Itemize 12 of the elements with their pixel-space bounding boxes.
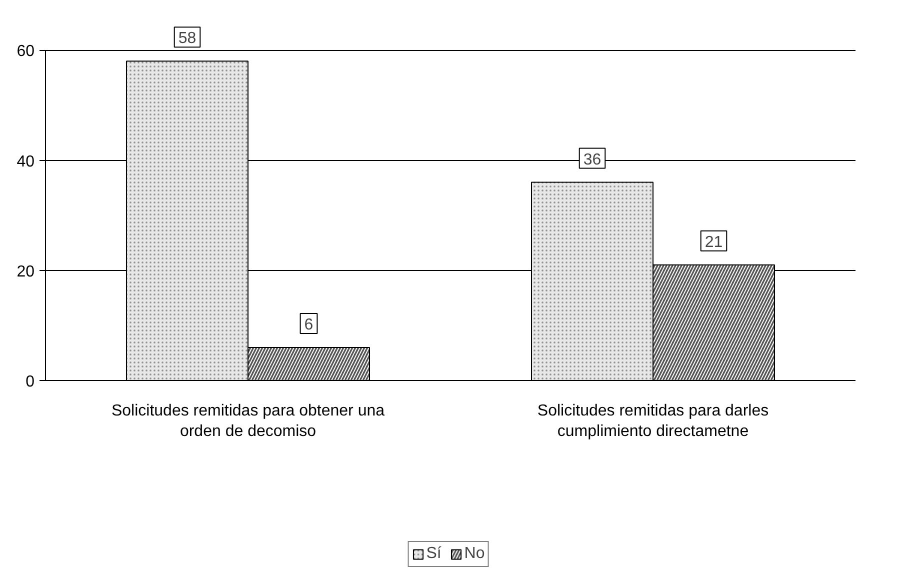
data-label: 21 [704, 234, 723, 251]
data-label: 36 [583, 151, 602, 168]
y-tick-label: 40 [16, 153, 35, 170]
legend-label: Sí [426, 545, 442, 563]
x-tick-label: Solicitudes remitidas para darles cumplimiento directametne [537, 402, 769, 440]
x-tick-label: Solicitudes remitidas para obtener una orden de decomiso [111, 402, 385, 440]
y-tick-label: 0 [26, 374, 35, 390]
y-tick-label: 60 [16, 43, 35, 60]
data-label: 6 [304, 316, 314, 334]
legend-label: No [464, 545, 485, 563]
data-label: 58 [178, 30, 196, 48]
y-tick-label: 20 [16, 263, 35, 280]
